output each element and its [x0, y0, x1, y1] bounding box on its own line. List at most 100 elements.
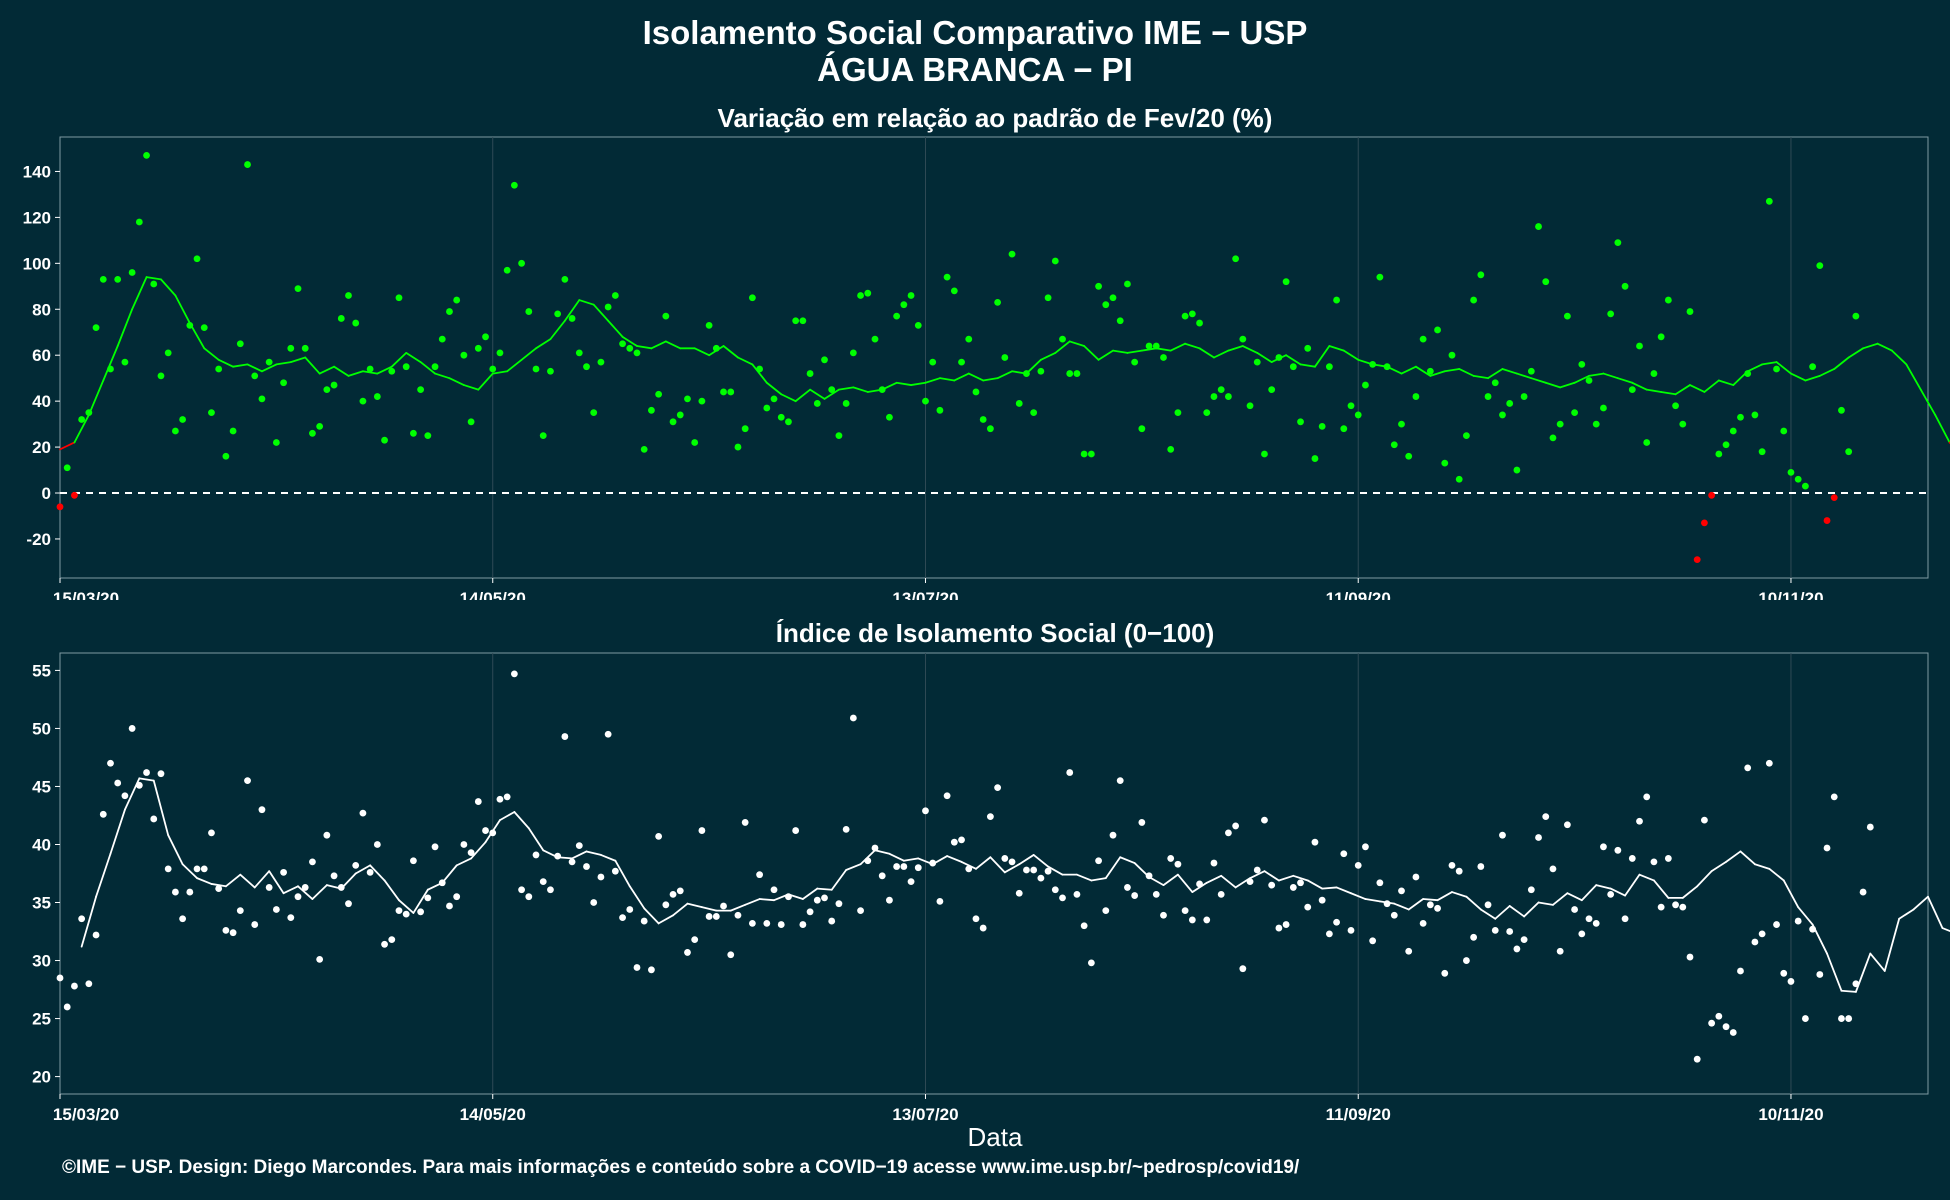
data-point	[1275, 924, 1283, 932]
data-point	[1765, 759, 1773, 767]
moving-average-line	[1508, 905, 1526, 918]
moving-average-line	[852, 386, 869, 393]
moving-average-line	[1314, 345, 1331, 368]
moving-average-line	[1754, 863, 1771, 870]
y-tick-label: 40	[32, 835, 51, 854]
moving-average-line	[1775, 361, 1792, 375]
data-point	[1816, 262, 1824, 270]
moving-average-line	[1393, 902, 1410, 911]
moving-average-line	[1797, 906, 1814, 926]
x-tick-label: 10/11/20	[1758, 589, 1823, 600]
moving-average-line	[816, 887, 833, 891]
moving-average-line	[1934, 414, 1950, 444]
moving-average-line	[160, 278, 177, 297]
data-point	[1441, 969, 1449, 977]
x-axis-title: Data	[967, 1122, 1023, 1152]
data-point	[1708, 1019, 1716, 1027]
data-point	[474, 798, 482, 805]
moving-average-line	[1155, 347, 1172, 352]
moving-average-line	[1501, 368, 1518, 375]
data-point	[417, 386, 425, 394]
moving-average-line	[1826, 952, 1843, 992]
data-point	[1398, 887, 1405, 895]
x-tick-label: 13/07/20	[892, 589, 958, 600]
data-point	[309, 858, 316, 866]
data-point	[1304, 903, 1312, 911]
moving-average-line	[614, 859, 631, 888]
data-point	[965, 335, 973, 343]
moving-average-line	[1465, 895, 1482, 911]
data-point	[1542, 278, 1550, 286]
moving-average-line	[1342, 349, 1360, 361]
data-point	[381, 436, 388, 444]
data-point	[1037, 367, 1045, 375]
moving-average-line	[1725, 850, 1742, 863]
data-point	[1830, 793, 1838, 801]
moving-average-line	[643, 907, 660, 925]
data-point	[1015, 400, 1023, 407]
data-point	[309, 429, 316, 437]
data-point	[78, 416, 86, 423]
data-point	[438, 879, 446, 887]
moving-average-line	[506, 358, 523, 373]
data-point	[417, 908, 425, 916]
data-point	[1044, 294, 1052, 302]
moving-average-line	[1631, 381, 1648, 391]
data-point	[330, 872, 338, 880]
data-point	[323, 386, 331, 394]
moving-average-line	[989, 856, 1006, 874]
data-point	[676, 887, 684, 895]
data-point	[135, 781, 143, 789]
data-point	[1693, 1055, 1701, 1063]
data-point	[1455, 475, 1463, 483]
data-point	[698, 827, 706, 834]
data-point	[575, 349, 583, 357]
data-point	[208, 409, 215, 417]
data-point	[359, 397, 367, 405]
data-point	[1383, 363, 1391, 371]
data-point	[1556, 420, 1564, 428]
variation-chart: 15/03/20 14/05/20 13/07/20 11/09/20 10/11/20…	[23, 136, 1950, 600]
data-point	[857, 292, 864, 299]
data-point	[1441, 459, 1449, 467]
data-point	[244, 161, 251, 168]
moving-average-line	[434, 372, 451, 380]
data-point	[611, 867, 619, 875]
data-point	[849, 714, 857, 722]
data-point	[936, 897, 944, 905]
moving-average-line	[246, 363, 263, 373]
data-point	[1203, 916, 1211, 924]
data-point	[1023, 866, 1030, 874]
data-point	[424, 432, 432, 439]
data-point	[1376, 879, 1384, 887]
data-point	[568, 315, 576, 322]
data-point	[1621, 282, 1629, 290]
data-point	[1729, 1029, 1737, 1036]
moving-average-line	[672, 902, 689, 917]
data-point	[1037, 874, 1045, 882]
data-point	[1513, 945, 1521, 953]
moving-average-line	[664, 340, 682, 350]
data-point	[179, 416, 187, 423]
moving-average-line	[232, 363, 249, 368]
data-point	[1809, 925, 1817, 933]
y-tick-label: -20	[26, 530, 51, 549]
data-point	[1354, 861, 1362, 869]
moving-average-line	[1213, 349, 1230, 359]
moving-average-line	[203, 347, 220, 361]
moving-average-line	[1905, 363, 1922, 391]
moving-average-line	[592, 303, 610, 322]
moving-average-line	[102, 345, 119, 382]
data-point	[648, 406, 655, 414]
data-point	[965, 865, 973, 873]
data-point	[835, 900, 843, 908]
moving-average-line	[996, 370, 1013, 380]
data-point	[186, 888, 194, 896]
data-point	[886, 413, 893, 421]
data-point	[712, 344, 720, 352]
moving-average-line	[1140, 347, 1158, 352]
data-point	[662, 312, 670, 320]
moving-average-line	[737, 356, 754, 366]
moving-average-line	[333, 365, 350, 377]
data-point	[1455, 867, 1463, 875]
